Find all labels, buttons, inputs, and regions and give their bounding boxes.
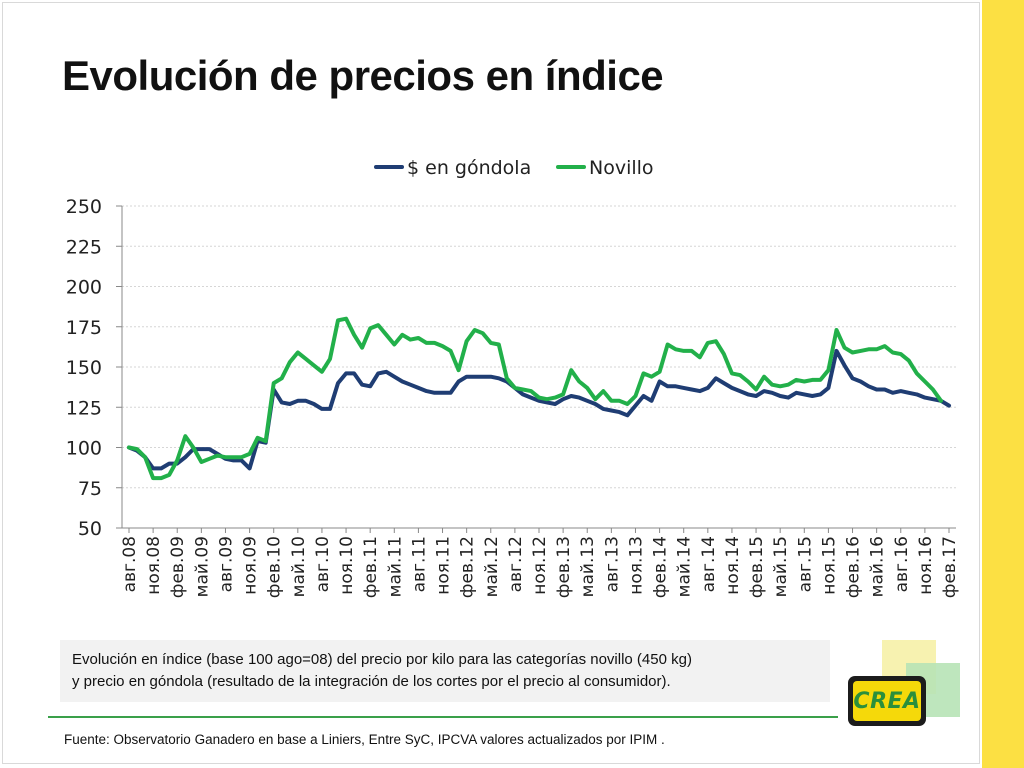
caption-line-1: Evolución en índice (base 100 ago=08) de… <box>72 651 692 668</box>
y-tick-label: 175 <box>66 317 102 339</box>
x-tick-label: май.14 <box>675 536 695 597</box>
x-tick-label: авг.12 <box>506 536 526 592</box>
y-tick-label: 50 <box>78 518 102 540</box>
source-note: Fuente: Observatorio Ganadero en base a … <box>64 732 665 747</box>
x-tick-label: май.15 <box>771 536 791 597</box>
grid-layer <box>122 205 956 489</box>
x-tick-label: ноя.11 <box>434 536 454 595</box>
legend-label: $ en góndola <box>407 157 531 179</box>
legend-label: Novillo <box>589 157 654 179</box>
y-tick-label: 150 <box>66 357 102 379</box>
x-tick-label: ноя.14 <box>723 536 743 595</box>
x-tick-label: фев.09 <box>168 536 188 598</box>
x-tick-label: май.10 <box>289 536 309 597</box>
series-line-novillo <box>127 316 943 481</box>
x-tick-label: фев.12 <box>458 536 478 598</box>
caption-box: Evolución en índice (base 100 ago=08) de… <box>60 640 830 702</box>
x-tick-label: ноя.08 <box>144 536 164 595</box>
x-tick-label: авг.08 <box>120 536 140 592</box>
x-tick-label: фев.10 <box>265 536 285 598</box>
x-tick-label: ноя.09 <box>241 536 261 595</box>
accent-bar <box>982 0 1024 768</box>
x-tick-label: фев.14 <box>651 536 671 598</box>
x-tick-label: ноя.10 <box>337 536 357 595</box>
x-tick-label: ноя.12 <box>530 536 550 595</box>
separator-line <box>48 716 838 718</box>
y-tick-label: 75 <box>78 478 102 500</box>
x-tick-label: ноя.13 <box>626 536 646 595</box>
y-tick-label: 200 <box>66 277 102 299</box>
x-tick-label: авг.09 <box>216 536 236 592</box>
x-tick-label: фев.16 <box>844 536 864 598</box>
x-tick-label: май.12 <box>482 536 502 597</box>
x-tick-label: авг.13 <box>602 536 622 592</box>
x-tick-label: авг.10 <box>313 536 333 592</box>
x-tick-label: май.09 <box>192 536 212 597</box>
x-tick-label: ноя.16 <box>916 536 936 595</box>
y-tick-label: 100 <box>66 438 102 460</box>
x-tick-label: май.16 <box>868 536 888 597</box>
x-tick-label: авг.16 <box>892 536 912 592</box>
y-tick-label: 125 <box>66 397 102 419</box>
x-tick-label: май.11 <box>385 536 405 597</box>
crea-logo-text: CREA <box>853 688 921 714</box>
x-tick-label: авг.15 <box>795 536 815 592</box>
x-tick-label: фев.15 <box>747 536 767 598</box>
legend: $ en góndola Novillo <box>374 157 654 179</box>
y-tick-label: 250 <box>66 196 102 218</box>
x-tick-label: авг.11 <box>409 536 429 592</box>
x-tick-label: авг.14 <box>699 536 719 592</box>
y-tick-label: 225 <box>66 236 102 258</box>
x-tick-label: ноя.15 <box>819 536 839 595</box>
x-tick-label: фев.17 <box>940 536 960 598</box>
slide-title: Evolución de precios en índice <box>62 52 664 99</box>
series-layer <box>127 316 951 481</box>
slide-frame <box>2 2 980 764</box>
x-tick-label: фев.13 <box>554 536 574 598</box>
caption-line-2: y precio en góndola (resultado de la int… <box>72 673 671 690</box>
x-tick-label: фев.11 <box>361 536 381 598</box>
x-tick-label: май.13 <box>578 536 598 597</box>
crea-logo-inner: CREA <box>853 681 921 721</box>
crea-logo: CREA <box>848 676 926 726</box>
